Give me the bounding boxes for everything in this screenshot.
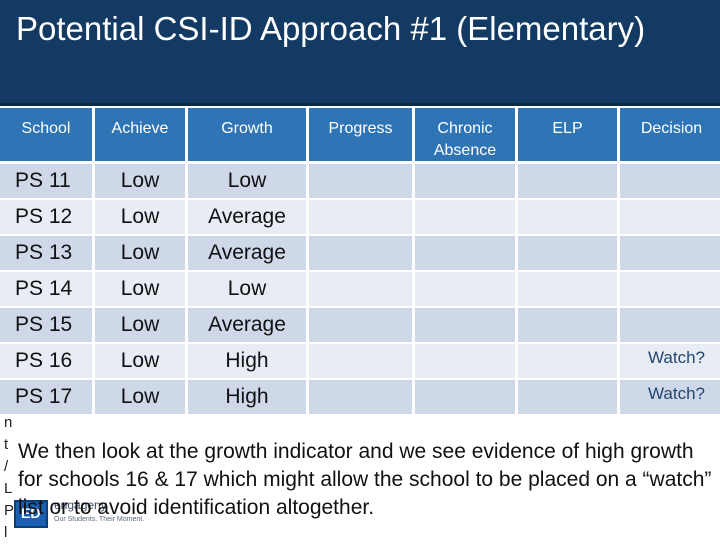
cell-elp [518, 164, 617, 200]
cell-chronic-absence [415, 272, 515, 308]
cell-elp [518, 200, 617, 236]
cell-elp [518, 344, 617, 380]
decision-table: School Achieve Growth Progress Chronic A… [0, 108, 720, 416]
cell-progress [309, 380, 412, 416]
cell-school: PS 14 [0, 272, 92, 308]
cell-achieve: Low [95, 200, 185, 236]
cell-achieve: Low [95, 236, 185, 272]
cell-school: PS 15 [0, 308, 92, 344]
side-letters: n t / L P l [4, 414, 15, 541]
cell-achieve: Low [95, 380, 185, 416]
cell-progress [309, 272, 412, 308]
explanation-text: We then look at the growth indicator and… [18, 440, 712, 519]
cell-chronic-absence [415, 344, 515, 380]
cell-decision [620, 272, 720, 308]
cell-growth: Low [188, 272, 306, 308]
title-bar: Potential CSI-ID Approach #1 (Elementary… [0, 0, 720, 106]
cell-progress [309, 344, 412, 380]
cell-growth: High [188, 380, 306, 416]
header-school: School [0, 108, 92, 164]
header-growth: Growth [188, 108, 306, 164]
cell-progress [309, 200, 412, 236]
cell-elp [518, 272, 617, 308]
cell-growth: Low [188, 164, 306, 200]
header-chronic-absence: Chronic Absence [415, 108, 515, 164]
cell-elp [518, 380, 617, 416]
cell-achieve: Low [95, 272, 185, 308]
header-decision: Decision [620, 108, 720, 164]
cell-growth: Average [188, 308, 306, 344]
cell-school: PS 17 [0, 380, 92, 416]
engageny-logo: ED engageny Our Students. Their Moment. [14, 496, 144, 532]
cell-elp [518, 308, 617, 344]
cell-achieve: Low [95, 344, 185, 380]
header-achieve: Achieve [95, 108, 185, 164]
cell-growth: High [188, 344, 306, 380]
logo-text: engageny [54, 498, 107, 512]
slide-title: Potential CSI-ID Approach #1 (Elementary… [16, 10, 646, 47]
cell-decision: Watch? [620, 344, 720, 380]
cell-chronic-absence [415, 236, 515, 272]
cell-school: PS 16 [0, 344, 92, 380]
cell-achieve: Low [95, 308, 185, 344]
cell-decision [620, 308, 720, 344]
cell-achieve: Low [95, 164, 185, 200]
cell-school: PS 12 [0, 200, 92, 236]
cell-chronic-absence [415, 308, 515, 344]
cell-elp [518, 236, 617, 272]
cell-decision [620, 236, 720, 272]
cell-chronic-absence [415, 380, 515, 416]
cell-progress [309, 308, 412, 344]
cell-decision [620, 164, 720, 200]
header-progress: Progress [309, 108, 412, 164]
cell-decision: Watch? [620, 380, 720, 416]
cell-decision [620, 200, 720, 236]
cell-progress [309, 236, 412, 272]
logo-tagline: Our Students. Their Moment. [54, 516, 145, 523]
header-elp: ELP [518, 108, 617, 164]
cell-growth: Average [188, 236, 306, 272]
logo-icon: ED [14, 500, 48, 528]
cell-chronic-absence [415, 200, 515, 236]
cell-growth: Average [188, 200, 306, 236]
cell-progress [309, 164, 412, 200]
cell-school: PS 11 [0, 164, 92, 200]
cell-school: PS 13 [0, 236, 92, 272]
cell-chronic-absence [415, 164, 515, 200]
